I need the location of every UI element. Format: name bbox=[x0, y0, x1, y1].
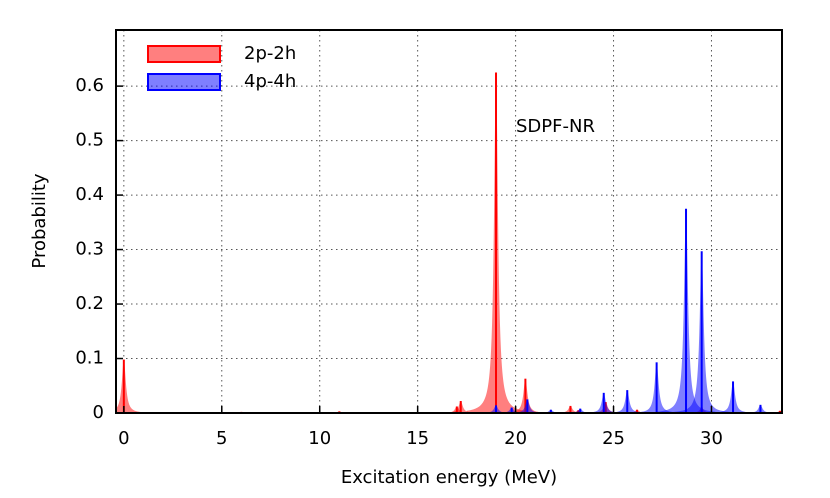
x-tick-label: 0 bbox=[118, 428, 129, 449]
x-tick-label: 10 bbox=[308, 428, 331, 449]
y-tick-label: 0.6 bbox=[75, 75, 104, 96]
y-tick-label: 0.5 bbox=[75, 130, 104, 151]
y-axis-label: Probability bbox=[29, 173, 50, 268]
legend-swatch bbox=[147, 73, 221, 91]
annotation: SDPF-NR bbox=[516, 116, 595, 137]
legend-label: 4p-4h bbox=[244, 71, 296, 92]
y-tick-label: 0.1 bbox=[75, 348, 104, 369]
x-tick-label: 15 bbox=[406, 428, 429, 449]
x-tick-label: 5 bbox=[216, 428, 227, 449]
peak-area bbox=[731, 404, 782, 413]
legend-label: 2p-2h bbox=[244, 43, 296, 64]
x-tick-label: 20 bbox=[504, 428, 527, 449]
x-tick-label: 30 bbox=[700, 428, 723, 449]
y-tick-label: 0.2 bbox=[75, 293, 104, 314]
peak-area bbox=[116, 359, 154, 413]
y-tick-label: 0 bbox=[93, 402, 104, 423]
y-tick-label: 0.4 bbox=[75, 184, 104, 205]
x-tick-label: 25 bbox=[602, 428, 625, 449]
y-tick-label: 0.3 bbox=[75, 239, 104, 260]
x-axis-label: Excitation energy (MeV) bbox=[341, 467, 557, 488]
legend-swatch bbox=[147, 45, 221, 63]
plot-frame bbox=[115, 29, 783, 414]
